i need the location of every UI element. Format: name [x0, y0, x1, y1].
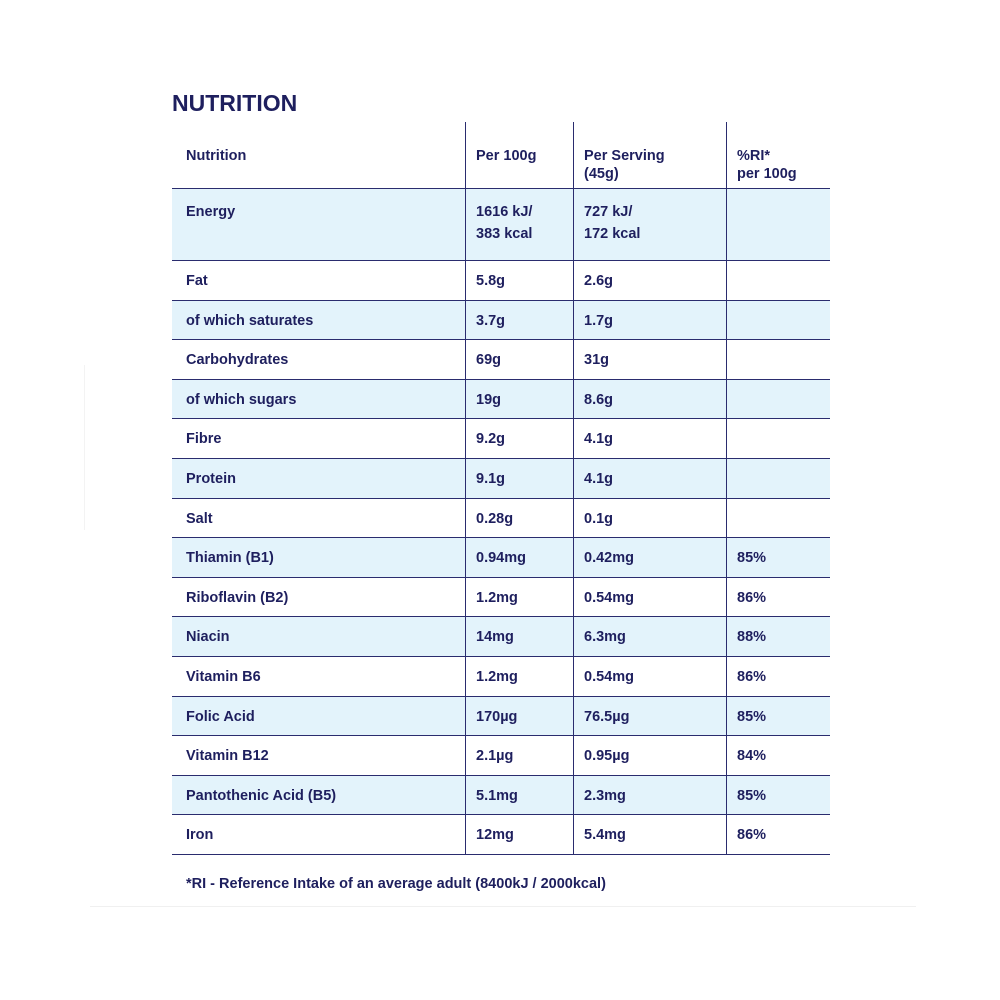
nutrient-ri: [726, 261, 830, 300]
nutrient-per-100g: 0.94mg: [465, 538, 573, 577]
table-row: Folic Acid 170µg 76.5µg 85%: [172, 696, 830, 737]
table-row: of which sugars 19g 8.6g: [172, 379, 830, 420]
nutrient-ri: 85%: [726, 538, 830, 577]
nutrient-ri: 85%: [726, 696, 830, 736]
nutrient-per-100g: 19g: [465, 379, 573, 419]
energy-per-serving: 727 kJ/ 172 kcal: [573, 189, 726, 260]
table-row: Salt 0.28g 0.1g: [172, 498, 830, 539]
nutrient-per-100g: 9.2g: [465, 419, 573, 458]
table-row: Iron 12mg 5.4mg 86%: [172, 815, 830, 855]
table-row: of which saturates 3.7g 1.7g: [172, 300, 830, 341]
nutrient-ri: 85%: [726, 775, 830, 815]
nutrient-name: Protein: [186, 470, 236, 487]
nutrient-per-serving: 0.1g: [573, 498, 726, 538]
footnote: *RI - Reference Intake of an average adu…: [186, 876, 606, 892]
nutrient-ri: [726, 419, 830, 458]
nutrient-per-serving: 0.95µg: [573, 736, 726, 775]
energy-per-serving-kj: 727 kJ/: [584, 204, 633, 220]
nutrient-name: Thiamin (B1): [186, 550, 274, 567]
nutrient-per-serving: 4.1g: [573, 419, 726, 458]
header-ri: %RI* per 100g: [726, 122, 830, 188]
nutrient-ri: 86%: [726, 577, 830, 617]
nutrient-name: Vitamin B12: [186, 748, 269, 765]
energy-per-serving-kcal: 172 kcal: [584, 226, 641, 242]
bottom-divider: [90, 906, 916, 907]
table-row: Niacin 14mg 6.3mg 88%: [172, 617, 830, 657]
nutrient-name: Folic Acid: [186, 708, 255, 725]
nutrient-per-100g: 170µg: [465, 696, 573, 736]
nutrient-per-100g: 5.8g: [465, 261, 573, 300]
table-row: Fat 5.8g 2.6g: [172, 261, 830, 301]
nutrient-name: of which saturates: [186, 312, 314, 329]
nutrient-per-serving: 0.54mg: [573, 656, 726, 696]
nutrient-per-serving: 2.6g: [573, 261, 726, 300]
header-per-serving: Per Serving (45g): [573, 122, 726, 188]
nutrient-per-100g: 9.1g: [465, 458, 573, 498]
nutrient-per-serving: 2.3mg: [573, 775, 726, 815]
nutrient-name: Riboflavin (B2): [186, 589, 289, 606]
nutrient-per-100g: 12mg: [465, 815, 573, 854]
nutrient-name: Salt: [186, 510, 213, 527]
nutrient-per-100g: 69g: [465, 340, 573, 379]
nutrient-per-100g: 0.28g: [465, 498, 573, 538]
header-per-100g: Per 100g: [465, 122, 573, 188]
table-row: Carbohydrates 69g 31g: [172, 340, 830, 380]
energy-ri: [726, 189, 830, 260]
nutrient-ri: [726, 300, 830, 340]
nutrient-ri: [726, 379, 830, 419]
page-title: NUTRITION: [172, 90, 298, 116]
nutrient-per-100g: 1.2mg: [465, 577, 573, 617]
nutrient-ri: 88%: [726, 617, 830, 656]
table-row: Vitamin B12 2.1µg 0.95µg 84%: [172, 736, 830, 776]
header-ri-line2: per 100g: [737, 166, 797, 182]
nutrient-per-100g: 5.1mg: [465, 775, 573, 815]
nutrient-name: Fibre: [186, 431, 222, 448]
nutrient-per-100g: 1.2mg: [465, 656, 573, 696]
table-row: Thiamin (B1) 0.94mg 0.42mg 85%: [172, 538, 830, 578]
table-row: Fibre 9.2g 4.1g: [172, 419, 830, 459]
table-header-row: Nutrition Per 100g Per Serving (45g) %RI…: [172, 122, 830, 189]
side-divider: [84, 365, 85, 530]
nutrient-per-serving: 0.42mg: [573, 538, 726, 577]
nutrient-name: Fat: [186, 273, 208, 289]
nutrient-name: Carbohydrates: [186, 352, 289, 369]
nutrient-ri: [726, 340, 830, 379]
nutrient-ri: 86%: [726, 815, 830, 854]
table-body: Fat 5.8g 2.6g of which saturates 3.7g 1.7g Car…: [172, 261, 830, 855]
nutrient-per-serving: 0.54mg: [573, 577, 726, 617]
nutrient-name: Pantothenic Acid (B5): [186, 787, 337, 804]
nutrient-per-serving: 6.3mg: [573, 617, 726, 656]
nutrient-name: Vitamin B6: [186, 668, 261, 685]
nutrition-table: Nutrition Per 100g Per Serving (45g) %RI…: [172, 122, 830, 855]
nutrient-per-serving: 1.7g: [573, 300, 726, 340]
energy-per-100g-kcal: 383 kcal: [476, 226, 533, 242]
energy-per-100g-kj: 1616 kJ/: [476, 204, 533, 220]
nutrient-ri: 84%: [726, 736, 830, 775]
header-per-serving-line2: (45g): [584, 166, 619, 182]
nutrient-per-serving: 8.6g: [573, 379, 726, 419]
nutrient-per-serving: 31g: [573, 340, 726, 379]
nutrient-per-100g: 2.1µg: [465, 736, 573, 775]
energy-name: Energy: [186, 204, 236, 220]
table-row: Vitamin B6 1.2mg 0.54mg 86%: [172, 656, 830, 697]
nutrient-per-serving: 76.5µg: [573, 696, 726, 736]
nutrient-ri: 86%: [726, 656, 830, 696]
nutrient-per-100g: 14mg: [465, 617, 573, 656]
table-row: Pantothenic Acid (B5) 5.1mg 2.3mg 85%: [172, 775, 830, 816]
nutrient-name: Iron: [186, 827, 214, 844]
header-ri-line1: %RI*: [737, 148, 771, 164]
table-row: Riboflavin (B2) 1.2mg 0.54mg 86%: [172, 577, 830, 618]
energy-per-100g: 1616 kJ/ 383 kcal: [465, 189, 573, 260]
header-nutrition: Nutrition: [172, 122, 465, 188]
nutrient-per-serving: 5.4mg: [573, 815, 726, 854]
nutrient-per-100g: 3.7g: [465, 300, 573, 340]
header-per-serving-line1: Per Serving: [584, 148, 665, 164]
nutrient-name: of which sugars: [186, 391, 297, 408]
nutrient-ri: [726, 498, 830, 538]
nutrient-ri: [726, 458, 830, 498]
nutrient-per-serving: 4.1g: [573, 458, 726, 498]
nutrient-name: Niacin: [186, 629, 230, 646]
table-row-energy: Energy 1616 kJ/ 383 kcal 727 kJ/ 172 kca…: [172, 189, 830, 261]
table-row: Protein 9.1g 4.1g: [172, 458, 830, 499]
